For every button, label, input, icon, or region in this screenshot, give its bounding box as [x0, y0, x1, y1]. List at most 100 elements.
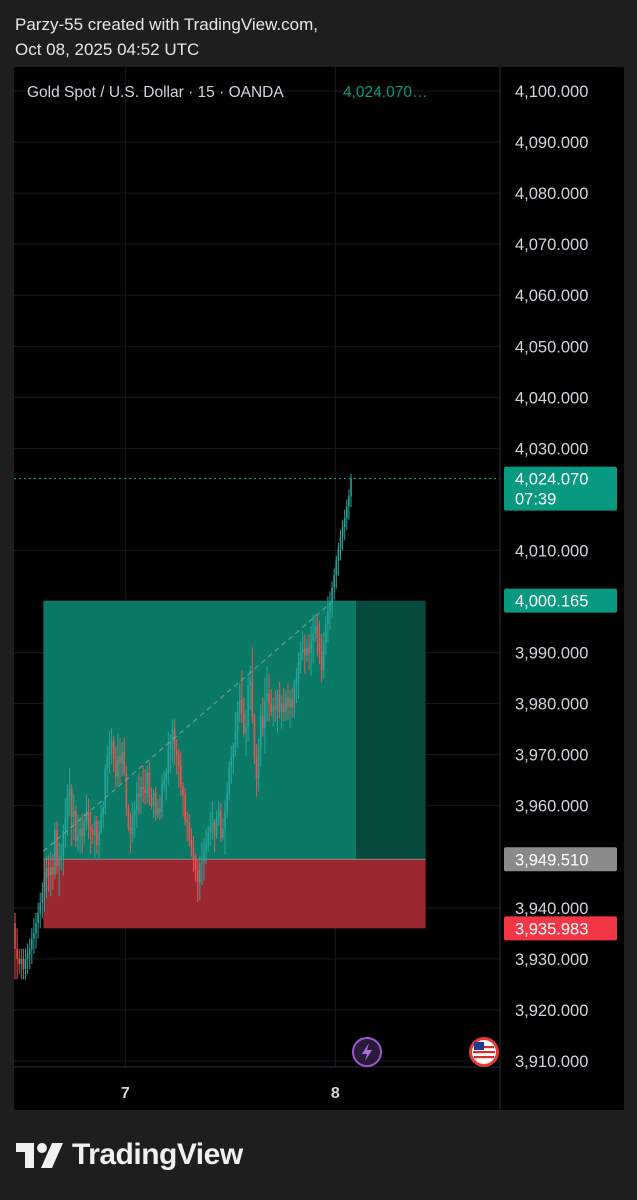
current-price-label-bg — [504, 466, 617, 511]
candle-body — [163, 780, 165, 785]
price-chart[interactable]: 4,100.000 4,090.000 4,080.000 4,070.000 4,06… — [14, 67, 624, 1110]
current-price-label: 4,024.070 07:39 — [504, 466, 617, 511]
candle-body — [343, 517, 346, 527]
candle-body — [167, 749, 170, 774]
candle-body — [106, 754, 109, 768]
candle-body — [194, 858, 197, 871]
candle-body — [203, 852, 205, 862]
candle-body — [87, 811, 90, 826]
price-axis[interactable]: 4,100.000 4,090.000 4,080.000 4,070.000 4,06… — [499, 67, 617, 1110]
current-price-label-text: 4,024.070 — [515, 471, 588, 489]
candle-body — [20, 958, 23, 964]
candle-body — [96, 821, 98, 846]
price-tick-label: 3,960.000 — [515, 798, 588, 816]
candle-body — [322, 643, 325, 671]
candle-body — [348, 496, 350, 507]
candle-body — [83, 822, 86, 837]
price-tick-label: 3,920.000 — [515, 1002, 588, 1020]
candle-body — [157, 808, 159, 816]
candle-body — [121, 752, 123, 763]
candle-body — [43, 877, 46, 893]
candle-body — [154, 792, 157, 816]
entry-label-text: 3,949.510 — [515, 851, 588, 869]
candle-body — [226, 792, 228, 812]
candle-body — [131, 816, 134, 835]
candle-body — [320, 651, 323, 671]
candle-body — [268, 693, 270, 704]
candle-body — [62, 830, 65, 856]
candle-body — [49, 867, 52, 876]
candle-body — [228, 767, 230, 793]
symbol-price: 4,024.070… — [343, 84, 427, 101]
candle-body — [58, 859, 60, 867]
candle-body — [251, 680, 254, 717]
tradingview-logo[interactable]: TradingView — [16, 1138, 243, 1172]
candle-body — [41, 892, 44, 903]
lightning-icon[interactable] — [352, 1037, 382, 1067]
candle-body — [280, 703, 283, 712]
candle-body — [276, 694, 279, 710]
candle-body — [64, 817, 67, 831]
candle-body — [274, 706, 277, 710]
candle-body — [136, 793, 138, 810]
candle-body — [346, 506, 348, 518]
candle-body — [169, 742, 172, 750]
candle-body — [266, 693, 268, 702]
profit-zone-remaining — [356, 600, 426, 860]
candle-body — [37, 912, 39, 924]
price-tick-label: 3,980.000 — [515, 696, 588, 714]
candle-body — [39, 902, 41, 913]
candle-body — [144, 789, 146, 793]
candle-body — [304, 648, 306, 656]
candle-body — [217, 810, 220, 819]
candle-body — [152, 792, 155, 806]
candle-body — [184, 795, 186, 821]
candle-body — [249, 680, 251, 686]
candle-body — [234, 731, 237, 745]
candle-body — [14, 923, 16, 949]
candle-body — [232, 744, 235, 758]
candle-body — [337, 548, 340, 561]
candle-body — [150, 798, 153, 806]
candle-body — [253, 716, 256, 758]
tradingview-brand: TradingView — [72, 1138, 243, 1171]
candle-body — [117, 755, 119, 777]
candle-body — [341, 526, 344, 538]
candle-body — [318, 638, 321, 652]
us-flag-icon[interactable] — [469, 1037, 499, 1067]
candle-body — [110, 741, 113, 748]
candle-body — [188, 822, 191, 840]
candle-body — [224, 811, 226, 829]
candle-body — [207, 832, 209, 845]
candle-body — [94, 821, 96, 835]
candle-body — [146, 772, 149, 793]
candle-body — [314, 626, 317, 634]
candle-body — [211, 822, 214, 828]
candle-body — [247, 685, 249, 728]
candle-body — [213, 822, 216, 836]
candle-body — [182, 786, 184, 796]
candle-body — [199, 863, 201, 883]
chart-panel[interactable]: 4,100.000 4,090.000 4,080.000 4,070.000 4,06… — [14, 67, 624, 1110]
candle-body — [89, 825, 92, 831]
take-profit-label: 4,000.165 — [504, 588, 617, 613]
candle-body — [70, 788, 73, 817]
long-position-tool[interactable] — [43, 600, 426, 929]
current-price-label-text: 07:39 — [515, 491, 556, 509]
candle-body — [308, 647, 310, 653]
candle-body — [215, 818, 218, 836]
candle-body — [259, 716, 262, 749]
candle-body — [68, 788, 71, 796]
price-tick-label: 4,080.000 — [515, 185, 588, 203]
candle-body — [115, 759, 117, 777]
time-tick-label: 8 — [331, 1085, 340, 1102]
candle-body — [18, 958, 20, 964]
candle-body — [230, 757, 233, 768]
candle-body — [45, 868, 48, 878]
candle-body — [171, 728, 174, 743]
candle-body — [16, 948, 18, 959]
price-tick-label: 4,050.000 — [515, 338, 588, 356]
candle-body — [287, 697, 289, 708]
candle-body — [127, 808, 130, 828]
